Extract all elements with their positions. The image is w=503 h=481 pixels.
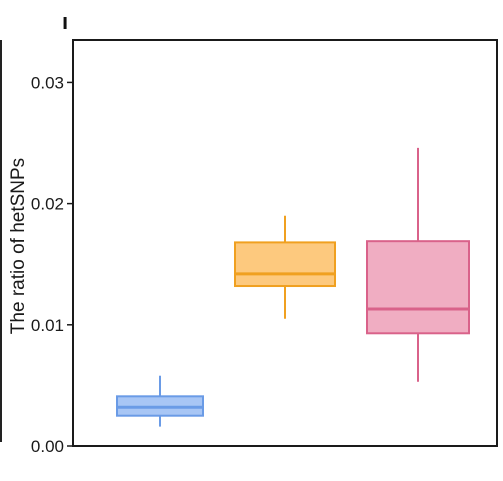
panel-label: ı	[62, 9, 68, 34]
y-axis: 0.00 0.01 0.02 0.03	[31, 73, 73, 456]
boxes	[116, 147, 470, 427]
y-tick-label: 0.02	[31, 195, 64, 214]
y-tick-label: 0.01	[31, 316, 64, 335]
plot-frame	[72, 39, 498, 447]
plot-border	[72, 39, 498, 447]
y-tick-label: 0.00	[31, 437, 64, 456]
box-iqr	[366, 240, 470, 335]
box-group	[116, 375, 204, 427]
box-group	[234, 215, 336, 319]
box-group	[366, 147, 470, 382]
y-axis-title: The ratio of hetSNPs	[8, 158, 29, 334]
y-tick-label: 0.03	[31, 73, 64, 92]
box-iqr	[234, 241, 336, 288]
